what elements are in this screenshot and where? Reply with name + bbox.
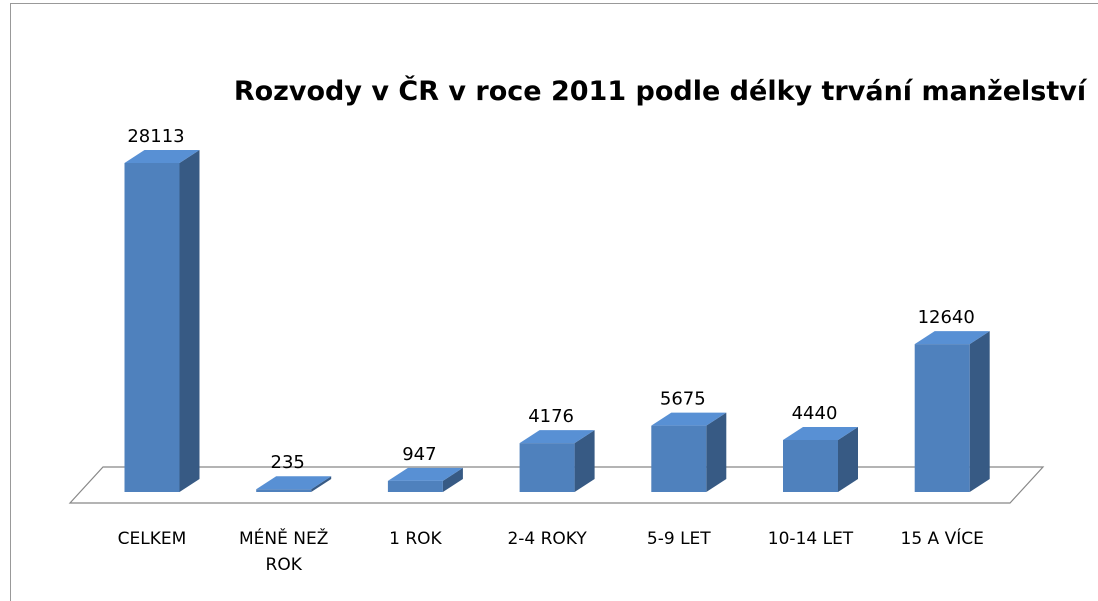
bar-side xyxy=(179,150,200,492)
value-label: 947 xyxy=(402,444,436,465)
bar xyxy=(387,467,463,492)
bar-side xyxy=(838,427,858,492)
bar-side xyxy=(442,467,463,492)
bar-top xyxy=(124,150,200,163)
x-tick-label: 1 ROK xyxy=(389,529,442,549)
value-label: 4176 xyxy=(528,406,574,427)
x-tick-label: 15 A VÍCE xyxy=(900,529,984,549)
x-tick-label: 2-4 ROKY xyxy=(507,529,587,549)
bar-front xyxy=(387,480,443,492)
bar-front xyxy=(783,440,838,492)
x-tick-label: 5-9 LET xyxy=(646,529,711,549)
value-label: 28113 xyxy=(127,126,184,147)
bar-side xyxy=(706,412,727,492)
bar-front xyxy=(256,489,312,492)
value-label: 5675 xyxy=(660,389,706,410)
bar xyxy=(124,150,200,492)
bar xyxy=(783,427,858,492)
x-tick-label: MÉNĚ NEŽ ROK xyxy=(239,529,329,575)
bar-front xyxy=(914,344,970,492)
bar-front xyxy=(519,443,575,492)
value-label: 12640 xyxy=(918,307,975,328)
bar-top xyxy=(914,331,990,345)
chart-border xyxy=(10,3,1098,601)
value-label: 235 xyxy=(271,452,305,473)
chart-title: Rozvody v ČR v roce 2011 podle délky trv… xyxy=(234,75,1088,107)
bar xyxy=(256,476,332,492)
bar-top xyxy=(256,476,332,490)
bar-side xyxy=(574,430,595,492)
bar-side xyxy=(311,476,332,492)
bar xyxy=(914,331,990,492)
bar-top xyxy=(519,430,595,444)
bar-top xyxy=(783,427,858,441)
value-label: 4440 xyxy=(792,403,838,424)
bar-front xyxy=(651,425,707,492)
bar-front xyxy=(124,163,180,492)
x-tick-label: CELKEM xyxy=(117,529,187,549)
x-tick-label: 10-14 LET xyxy=(767,529,854,549)
bar xyxy=(651,412,727,492)
bar-top xyxy=(387,467,463,481)
bar xyxy=(519,430,595,492)
bar-top xyxy=(651,412,727,426)
bar-side xyxy=(969,331,990,492)
